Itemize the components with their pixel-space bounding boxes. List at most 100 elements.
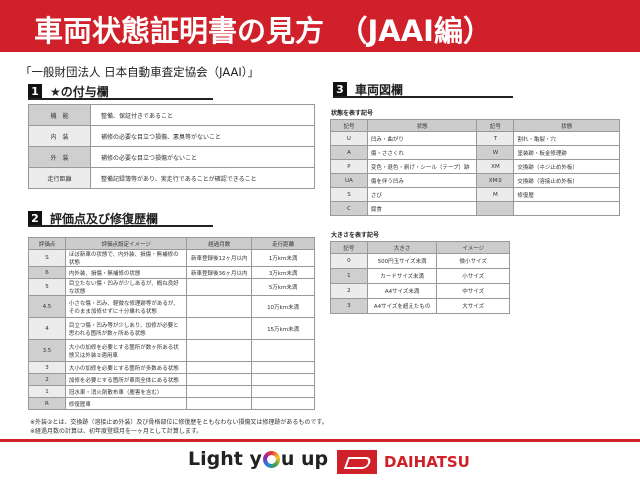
table-cell: [186, 397, 253, 410]
table-cell: [251, 339, 315, 362]
table-cell: 目立つ傷・凹み等が少しあり、加修が必要と思われる箇所が数ヶ所ある状態: [64, 317, 188, 340]
table-cell: 傷を伴う凹み: [366, 173, 478, 188]
subtitle: 「一般財団法人 日本自動車査定協会（JAAI）」: [20, 65, 260, 79]
section3-header: 3 車両図欄: [333, 82, 513, 98]
table-cell: カードサイズ未満: [366, 268, 438, 284]
table-row: S ほぼ新車の状態で、内外装、損傷・無補修の状態 新車登録後12ヶ月以内 1万km未満: [28, 249, 315, 267]
table-cell: 整備記録簿等があり、実走行であることが確認できること: [90, 167, 315, 189]
table-cell: [251, 361, 315, 374]
table-row: 4 目立つ傷・凹み等が少しあり、加修が必要と思われる箇所が数ヶ所ある状態 15万km…: [28, 317, 315, 340]
table-cell: 1: [330, 268, 368, 284]
section-title: 車両図欄: [355, 82, 404, 97]
section1-header: 1 ★の付与欄: [28, 84, 213, 100]
table-cell: UA: [330, 173, 368, 188]
table-row: C 腐食: [330, 201, 620, 216]
table-cell: [186, 385, 253, 398]
table-cell: [251, 385, 315, 398]
table-cell: S: [28, 249, 66, 267]
table-cell: 大きさ: [366, 241, 438, 254]
table-cell: C: [330, 201, 368, 216]
size-label: 大きさを表す記号: [331, 232, 380, 239]
table-cell: 4: [28, 317, 66, 340]
table-cell: 腐食: [366, 201, 478, 216]
table-cell: [186, 278, 253, 296]
star-table: 機 能整備、保証付きであること内 装補修の必要な目立つ損傷、悪臭等がないこと外 …: [28, 104, 315, 189]
section-title: 評価点及び修復歴欄: [50, 211, 159, 226]
table-cell: 2: [330, 283, 368, 299]
table-row: 走行距離 整備記録簿等があり、実走行であることが確認できること: [28, 167, 315, 189]
table-cell: 状態: [366, 119, 478, 132]
notes: ※外装②とは、交換跡（溶接止め外装）及び骨格部位に修復歴をともなわない損傷又は修…: [30, 418, 328, 436]
table-cell: 大サイズ: [436, 298, 510, 314]
note: ※経過月数の計算は、初年度登録月を一ヶ月として計算します。: [30, 428, 203, 435]
daihatsu-logo-icon: [337, 450, 377, 474]
table-cell: 6: [28, 266, 66, 279]
table-cell: W: [476, 145, 515, 160]
slogan-text: u up: [280, 448, 329, 470]
state-label: 状態を表す記号: [331, 110, 374, 117]
table-cell: A: [330, 145, 368, 160]
table-row: 6 内外装、損傷・無補修の状態 新車登録後36ヶ月以内 3万km未満: [28, 266, 315, 279]
table-cell: [186, 361, 253, 374]
table-cell: 変色・退色・剥げ・シール（テープ）跡: [366, 159, 478, 174]
table-cell: XM②: [476, 173, 515, 188]
slogan-text: Light y: [188, 448, 262, 470]
table-cell: T: [476, 131, 515, 146]
table-cell: 小さな傷・凹み、軽微な修理跡等があるが、そのまま加修せずに十分乗れる状態: [64, 295, 188, 318]
size-table: 記号 大きさ イメージ 0 500円玉サイズ未満 微小サイズ 1 カードサイズ未満 小サイズ 2 A…: [330, 241, 510, 314]
section-number: 1: [28, 84, 42, 98]
section-number: 2: [28, 211, 42, 225]
table-cell: [251, 397, 315, 410]
table-cell: [186, 317, 253, 340]
table-cell: 1万km未満: [251, 249, 315, 267]
table-cell: 0: [330, 253, 368, 269]
table-cell: 塗装跡・板金修理跡: [513, 145, 620, 160]
table-cell: 加修を必要とする箇所が車両全体にある状態: [64, 373, 188, 386]
table-cell: P: [330, 159, 368, 174]
state-table: 記号 状態 記号 状態 U 凹み・曲がり T 割れ・亀裂・穴 A 傷・ささくれ W 塗装跡・板金修理跡…: [330, 119, 620, 216]
table-cell: 大小の加修を必要とする箇所が数ヶ所ある状態又は外装②適用車: [64, 339, 188, 362]
table-cell: 冠水車・消火剤散布車（塵害を含む）: [64, 385, 188, 398]
table-row: 3 A4サイズを超えたもの 大サイズ: [330, 298, 510, 314]
table-cell: 整備、保証付きであること: [90, 104, 315, 126]
table-cell: 走行距離: [251, 237, 315, 250]
section-title: ★の付与欄: [50, 84, 109, 99]
table-cell: 経過月数: [186, 237, 253, 250]
table-cell: [186, 295, 253, 318]
divider: [0, 439, 640, 442]
table-cell: [186, 373, 253, 386]
score-table: 評価点 評価点設定イメージ 経過月数 走行距離 S ほぼ新車の状態で、内外装、損傷・無補修…: [28, 237, 315, 410]
table-cell: 傷・ささくれ: [366, 145, 478, 160]
rainbow-ring-icon: [262, 450, 280, 468]
table-cell: イメージ: [436, 241, 510, 254]
table-cell: 新車登録後36ヶ月以内: [186, 266, 253, 279]
table-row: 内 装補修の必要な目立つ損傷、悪臭等がないこと: [28, 125, 315, 147]
table-cell: 3: [28, 361, 66, 374]
table-cell: 割れ・亀裂・穴: [513, 131, 620, 146]
table-row: 2 加修を必要とする箇所が車両全体にある状態: [28, 373, 315, 386]
table-cell: 2: [28, 373, 66, 386]
brand-name: DAIHATSU: [384, 453, 470, 471]
table-row: S さび M 修復歴: [330, 187, 620, 202]
table-cell: 内 装: [28, 125, 91, 147]
table-cell: 500円玉サイズ未満: [366, 253, 438, 269]
table-cell: 凹み・曲がり: [366, 131, 478, 146]
table-cell: [476, 201, 515, 216]
table-cell: 機 能: [28, 104, 91, 126]
section-number: 3: [333, 82, 347, 96]
table-row: 評価点 評価点設定イメージ 経過月数 走行距離: [28, 237, 315, 250]
table-cell: XM: [476, 159, 515, 174]
table-cell: 大小の加修を必要とする箇所が多数ある状態: [64, 361, 188, 374]
table-row: R 修復歴車: [28, 397, 315, 410]
table-cell: [186, 339, 253, 362]
table-cell: 3.5: [28, 339, 66, 362]
table-cell: 修復歴車: [64, 397, 188, 410]
table-row: 5 目立たない傷・凹みが少しあるが、概ね良好な状態 5万km未満: [28, 278, 315, 296]
table-cell: 中サイズ: [436, 283, 510, 299]
table-cell: A4サイズ未満: [366, 283, 438, 299]
table-row: 記号 状態 記号 状態: [330, 119, 620, 132]
table-row: 記号 大きさ イメージ: [330, 241, 510, 254]
section2-header: 2 評価点及び修復歴欄: [28, 211, 213, 227]
table-row: 機 能整備、保証付きであること: [28, 104, 315, 126]
table-cell: 3万km未満: [251, 266, 315, 279]
